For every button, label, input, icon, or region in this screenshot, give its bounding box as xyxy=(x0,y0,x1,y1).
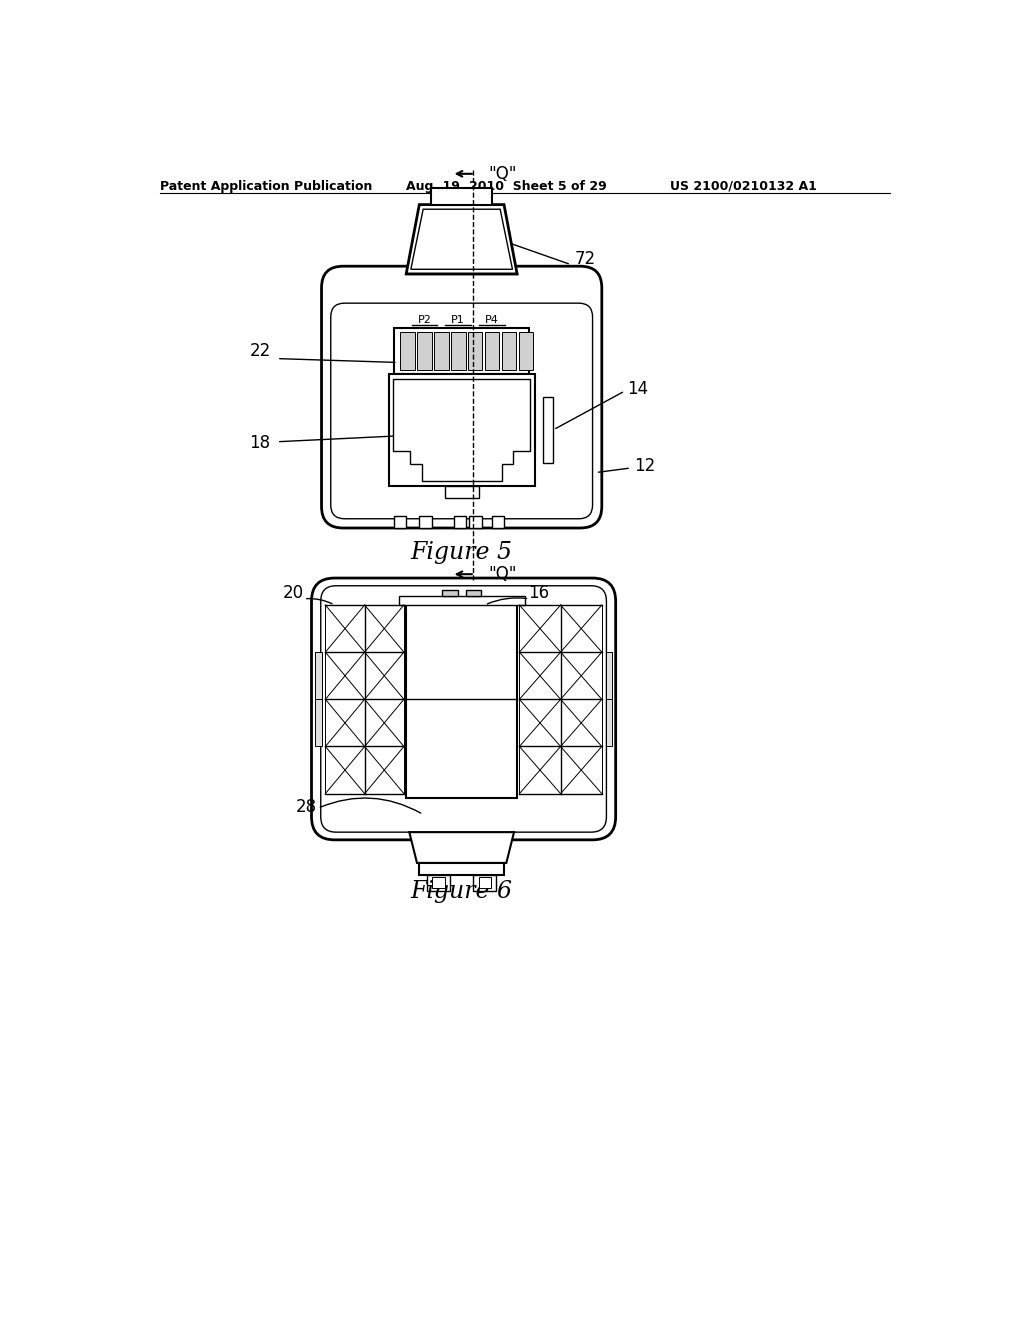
Bar xyxy=(519,747,560,793)
Bar xyxy=(492,516,504,528)
Text: P1: P1 xyxy=(452,315,465,325)
Bar xyxy=(326,652,365,700)
Bar xyxy=(431,187,493,205)
Bar xyxy=(502,331,516,370)
Bar xyxy=(417,331,432,370)
Bar xyxy=(398,595,524,605)
Bar xyxy=(407,601,517,797)
Text: P4: P4 xyxy=(485,315,499,325)
Bar xyxy=(427,875,451,891)
Text: Aug. 19, 2010  Sheet 5 of 29: Aug. 19, 2010 Sheet 5 of 29 xyxy=(407,180,607,193)
Text: 18: 18 xyxy=(250,434,270,453)
Bar xyxy=(365,747,403,793)
Bar xyxy=(394,327,529,374)
Text: P3: P3 xyxy=(457,246,470,256)
Bar xyxy=(478,876,490,887)
Bar xyxy=(444,486,478,498)
Bar xyxy=(519,605,560,652)
Polygon shape xyxy=(407,205,517,275)
Bar xyxy=(469,516,481,528)
Bar xyxy=(365,652,403,700)
Bar xyxy=(451,331,466,370)
Bar xyxy=(326,700,365,747)
Text: P2: P2 xyxy=(418,315,431,325)
Bar xyxy=(432,876,444,887)
Bar xyxy=(365,700,403,747)
Bar xyxy=(468,331,482,370)
Text: 4: 4 xyxy=(455,376,461,385)
Bar xyxy=(605,652,611,700)
Text: 72: 72 xyxy=(574,249,595,268)
Text: "Q": "Q" xyxy=(488,165,517,182)
Bar xyxy=(394,516,407,528)
Text: 6: 6 xyxy=(489,376,496,385)
Bar xyxy=(560,700,602,747)
Text: 14: 14 xyxy=(627,380,648,399)
Bar xyxy=(454,516,466,528)
Text: 7: 7 xyxy=(506,376,512,385)
Polygon shape xyxy=(410,832,514,863)
Bar xyxy=(519,652,560,700)
Bar xyxy=(560,652,602,700)
Text: 22: 22 xyxy=(249,342,270,360)
Bar xyxy=(466,590,481,595)
FancyBboxPatch shape xyxy=(322,267,602,528)
Bar xyxy=(434,331,449,370)
Text: 8: 8 xyxy=(523,376,529,385)
Text: 12: 12 xyxy=(634,458,655,475)
Text: US 2100/0210132 A1: US 2100/0210132 A1 xyxy=(670,180,816,193)
Polygon shape xyxy=(393,379,530,480)
Bar xyxy=(518,331,534,370)
Bar xyxy=(419,516,432,528)
Bar xyxy=(388,374,535,486)
Text: "Q": "Q" xyxy=(488,565,517,583)
Bar xyxy=(419,863,504,875)
Bar xyxy=(315,652,322,700)
Text: 5: 5 xyxy=(472,376,478,385)
Bar xyxy=(326,747,365,793)
Text: 20: 20 xyxy=(284,585,304,602)
Bar xyxy=(315,700,322,747)
Bar xyxy=(365,605,403,652)
Bar xyxy=(473,875,497,891)
Text: Patent Application Publication: Patent Application Publication xyxy=(160,180,372,193)
Bar xyxy=(484,331,500,370)
Bar xyxy=(326,605,365,652)
Bar xyxy=(560,605,602,652)
Text: 1: 1 xyxy=(404,376,411,385)
Bar xyxy=(442,590,458,595)
Text: 16: 16 xyxy=(528,585,549,602)
Bar xyxy=(605,700,611,747)
Bar xyxy=(560,747,602,793)
Text: 3: 3 xyxy=(438,376,444,385)
Text: Figure 6: Figure 6 xyxy=(411,880,513,903)
Text: Figure 5: Figure 5 xyxy=(411,541,513,564)
Text: 28: 28 xyxy=(296,797,316,816)
Bar xyxy=(543,397,553,462)
Bar xyxy=(519,700,560,747)
Bar xyxy=(400,331,415,370)
Text: 2: 2 xyxy=(421,376,427,385)
FancyBboxPatch shape xyxy=(311,578,615,840)
